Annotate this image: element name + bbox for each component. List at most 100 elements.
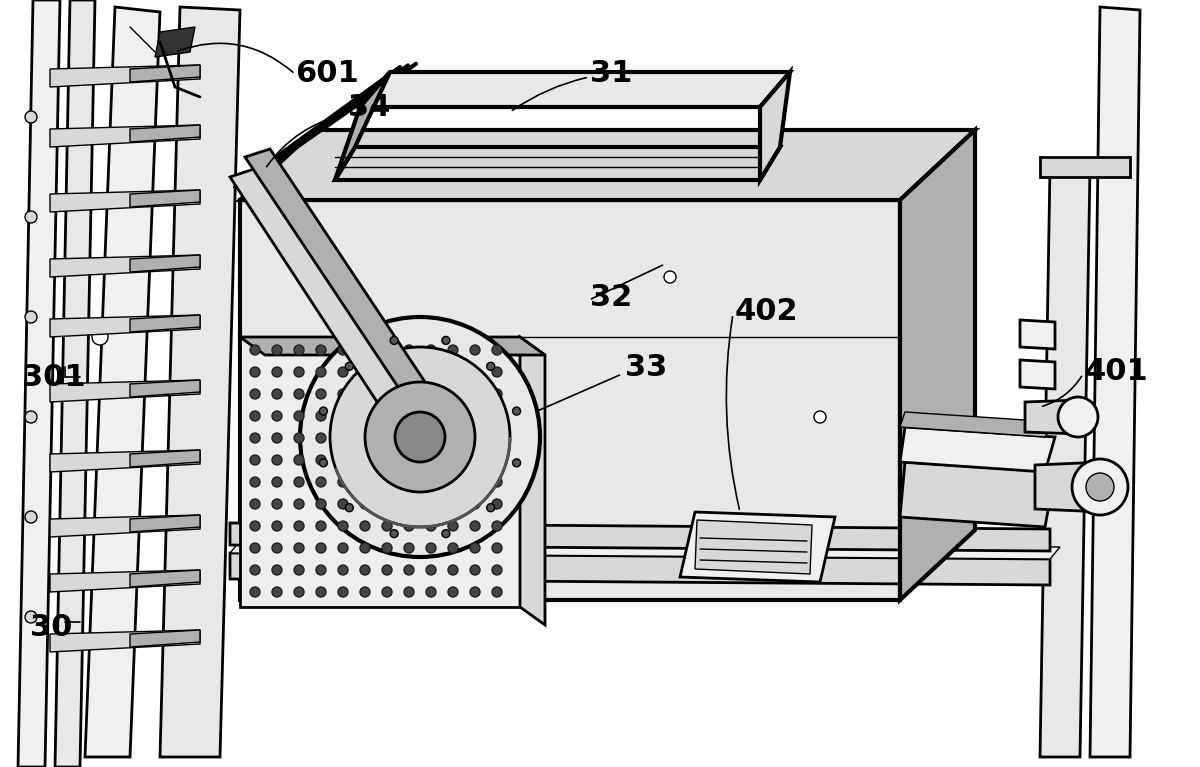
Circle shape [250,521,260,531]
Circle shape [250,411,260,421]
Polygon shape [760,72,790,180]
Circle shape [319,407,328,415]
Circle shape [448,367,458,377]
Circle shape [250,345,260,355]
Polygon shape [1025,400,1080,434]
Circle shape [404,367,414,377]
Circle shape [360,565,370,575]
Polygon shape [130,65,200,82]
Circle shape [426,543,436,553]
Circle shape [448,389,458,399]
Circle shape [404,565,414,575]
Circle shape [382,521,392,531]
Polygon shape [155,27,194,57]
Circle shape [1072,459,1128,515]
Circle shape [316,477,326,487]
Text: 34: 34 [348,93,390,121]
Circle shape [294,543,304,553]
Polygon shape [85,7,160,757]
Polygon shape [900,130,974,600]
Circle shape [250,389,260,399]
Circle shape [448,565,458,575]
Polygon shape [335,147,780,180]
Circle shape [360,455,370,465]
Circle shape [492,455,502,465]
Circle shape [272,543,282,553]
Polygon shape [130,630,200,647]
Circle shape [448,521,458,531]
Circle shape [338,587,348,597]
Circle shape [316,587,326,597]
Polygon shape [1090,7,1140,757]
Circle shape [487,362,494,370]
Circle shape [448,499,458,509]
Circle shape [272,587,282,597]
Polygon shape [50,515,200,537]
Text: 33: 33 [625,353,667,381]
Circle shape [272,345,282,355]
Text: 401: 401 [1085,357,1148,387]
Polygon shape [50,65,200,87]
Circle shape [492,411,502,421]
Polygon shape [230,553,1050,585]
Polygon shape [130,450,200,467]
Circle shape [382,499,392,509]
Circle shape [664,271,676,283]
Circle shape [316,543,326,553]
Text: 601: 601 [295,60,359,88]
Polygon shape [1020,360,1055,389]
Circle shape [272,389,282,399]
Circle shape [382,389,392,399]
Circle shape [492,587,502,597]
Circle shape [487,504,494,512]
Circle shape [272,565,282,575]
Circle shape [338,367,348,377]
Circle shape [1086,473,1114,501]
Circle shape [492,367,502,377]
Circle shape [390,337,398,344]
Circle shape [338,521,348,531]
Circle shape [294,433,304,443]
Text: 31: 31 [590,60,632,88]
Polygon shape [335,72,390,180]
Circle shape [25,611,37,623]
Circle shape [382,565,392,575]
Circle shape [272,455,282,465]
Circle shape [338,433,348,443]
Polygon shape [240,337,520,607]
Polygon shape [1034,462,1105,512]
Circle shape [250,565,260,575]
Circle shape [300,317,540,557]
Circle shape [470,477,480,487]
Circle shape [330,347,510,527]
Polygon shape [130,380,200,397]
Polygon shape [240,337,545,355]
Circle shape [470,411,480,421]
Circle shape [470,521,480,531]
Circle shape [470,543,480,553]
Circle shape [404,411,414,421]
Polygon shape [1020,320,1055,349]
Polygon shape [360,72,790,107]
Polygon shape [520,337,545,625]
Circle shape [272,499,282,509]
Polygon shape [50,315,200,337]
Polygon shape [245,149,445,420]
Polygon shape [130,570,200,587]
Circle shape [426,433,436,443]
Circle shape [382,477,392,487]
Polygon shape [50,630,200,652]
Polygon shape [18,0,60,767]
Circle shape [426,389,436,399]
Polygon shape [130,515,200,532]
Circle shape [470,433,480,443]
Circle shape [470,499,480,509]
Circle shape [390,529,398,538]
Polygon shape [695,520,812,574]
Circle shape [382,543,392,553]
Circle shape [404,455,414,465]
Circle shape [294,411,304,421]
Polygon shape [240,200,900,600]
Circle shape [448,345,458,355]
Circle shape [442,529,450,538]
